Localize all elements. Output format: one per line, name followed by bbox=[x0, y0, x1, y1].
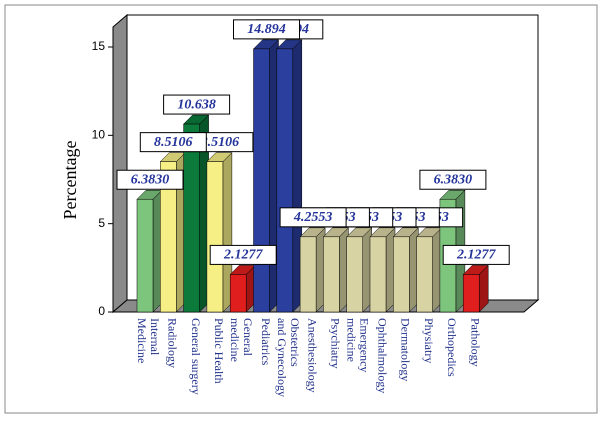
value-label-box bbox=[233, 19, 300, 40]
bar bbox=[462, 274, 480, 313]
bar bbox=[299, 236, 317, 313]
value-label-text: 2.1277 bbox=[456, 248, 497, 263]
x-tick-label-line: General bbox=[241, 318, 255, 359]
value-label-text: 2.1277 bbox=[223, 248, 264, 263]
bar bbox=[253, 48, 270, 313]
x-tick-label: Pathology bbox=[468, 318, 482, 367]
bar bbox=[229, 274, 247, 313]
bar bbox=[183, 123, 200, 313]
x-tick-label: Obstetrics and Gynecology bbox=[275, 318, 302, 397]
bar bbox=[369, 236, 387, 313]
bar bbox=[206, 161, 224, 313]
x-tick-label: Anesthesiology bbox=[305, 318, 319, 393]
value-label-text: 4.2553 bbox=[293, 210, 333, 225]
x-tick-label: Internal Medicine bbox=[135, 318, 162, 363]
x-tick-label: Dermatology bbox=[399, 318, 413, 381]
value-label-box bbox=[442, 244, 510, 265]
value-label: 4.2553 bbox=[279, 207, 347, 228]
value-label-box bbox=[116, 169, 184, 190]
value-label: 10.638 bbox=[163, 94, 231, 115]
x-tick-label: Emergency medicine bbox=[345, 318, 372, 375]
x-tick-label: Radiology bbox=[166, 318, 180, 368]
bar bbox=[416, 236, 433, 313]
bar bbox=[160, 161, 177, 313]
value-label: 2.1277 bbox=[442, 244, 510, 265]
value-label: 2.1277 bbox=[209, 244, 277, 265]
x-tick-label: Public Health bbox=[212, 318, 226, 384]
left-wall bbox=[112, 13, 128, 314]
y-axis-label: Percentage bbox=[60, 141, 80, 220]
x-tick-label: General medicine bbox=[228, 318, 255, 362]
value-label-text: 6.3830 bbox=[131, 172, 170, 187]
value-label: 6.3830 bbox=[116, 169, 184, 190]
x-tick-label: Orthopedics bbox=[445, 318, 459, 377]
x-tick-label-line: Obstetrics bbox=[288, 318, 302, 370]
value-label-text: 14.894 bbox=[247, 22, 286, 37]
x-tick-label: Pediatrics bbox=[259, 318, 273, 366]
bar bbox=[323, 236, 340, 313]
value-label-box bbox=[419, 169, 487, 190]
y-tick-label: 5 bbox=[98, 216, 105, 230]
x-tick-label-line: Medicine bbox=[135, 318, 149, 363]
y-tick-label: 15 bbox=[92, 39, 106, 53]
x-tick-label: Physiatry bbox=[422, 318, 436, 363]
bar bbox=[346, 236, 363, 313]
y-tick-label: 10 bbox=[92, 128, 106, 142]
value-label-text: 10.638 bbox=[177, 97, 216, 112]
value-label-box bbox=[209, 244, 277, 265]
x-tick-label-line: medicine bbox=[228, 318, 242, 362]
value-label-box bbox=[139, 132, 207, 153]
y-tick-label: 0 bbox=[98, 304, 105, 318]
x-tick-label: Ophthalmology bbox=[375, 318, 389, 393]
x-tick-label: Psychiatry bbox=[329, 318, 343, 369]
x-tick-label-line: Emergency bbox=[358, 318, 372, 375]
x-tick-label-line: Internal bbox=[148, 318, 162, 358]
value-label-text: 8.5106 bbox=[201, 135, 240, 150]
x-tick-label-line: and Gynecology bbox=[275, 318, 289, 397]
bar bbox=[136, 198, 154, 313]
value-label: 8.5106 bbox=[139, 132, 207, 153]
value-label-box bbox=[279, 207, 347, 228]
bar bbox=[393, 236, 410, 313]
value-label: 6.3830 bbox=[419, 169, 487, 190]
value-label: 14.894 bbox=[233, 19, 300, 40]
value-label-text: 6.3830 bbox=[434, 172, 473, 187]
value-label-box bbox=[163, 94, 231, 115]
frame bbox=[4, 4, 598, 414]
x-tick-label-line: medicine bbox=[345, 318, 359, 362]
x-tick-label: General surgery bbox=[189, 318, 203, 395]
bar bbox=[276, 48, 294, 313]
value-label-text: 8.5106 bbox=[154, 135, 193, 150]
